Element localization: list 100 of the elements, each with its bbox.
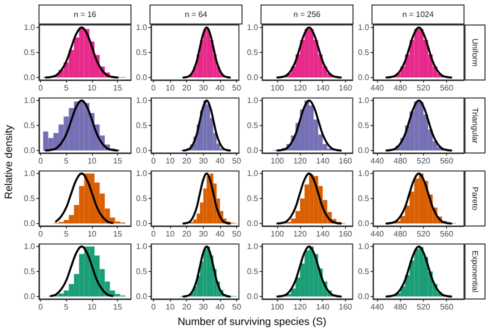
x-tick-label: 15 [113,84,123,92]
x-tick-label: 10 [166,84,176,92]
x-tick-label: 440 [370,84,384,92]
x-tick-label: 0 [151,230,156,238]
x-tick-label: 140 [316,230,330,238]
y-tick-label: 0.5 [246,267,259,276]
x-tick-label: 140 [316,84,330,92]
y-tick-label: 0.5 [136,194,148,203]
x-tick-label: 15 [113,156,123,166]
y-tick-label: 0.0 [24,146,36,155]
x-tick-label: 50 [232,156,242,166]
x-tick-label: 440 [370,302,384,312]
y-tick-label: 0.5 [358,194,370,203]
x-tick-label: 10 [166,230,176,238]
x-tick-label: 440 [370,156,384,166]
x-tick-label: 50 [232,84,242,92]
x-tick-label: 20 [182,156,192,166]
x-tick-label: 120 [293,156,308,166]
y-tick-label: 0.5 [358,267,370,276]
x-tick-label: 10 [87,156,97,166]
y-tick-label: 1.0 [24,23,36,32]
x-tick-label: 520 [416,230,431,238]
y-tick-label: 0.0 [136,292,148,301]
x-tick-label: 40 [216,230,225,238]
text: Exponential [470,250,480,293]
y-tick-label: 0.5 [136,48,148,57]
y-tick-label: 0.0 [358,292,370,301]
y-tick-label: 0.5 [136,121,148,130]
x-tick-label: 520 [416,302,431,312]
x-tick-label: 0 [38,230,44,238]
y-tick-label: 0.0 [24,219,36,228]
text: Pareto [470,186,480,211]
x-tick-label: 5 [64,84,70,92]
y-tick-label: 0.0 [24,292,36,301]
x-tick-label: 140 [316,302,330,312]
x-tick-label: 140 [316,156,330,166]
y-tick-label: 1.0 [358,242,370,251]
y-tick-label: 1.0 [246,23,259,32]
x-tick-label: 0 [38,302,44,312]
x-tick-label: 5 [64,230,70,238]
y-axis-title: Relative density [3,124,15,200]
y-tick-label: 1.0 [24,96,36,105]
y-tick-label: 1.0 [24,242,36,251]
x-tick-label: 50 [232,230,242,238]
x-tick-label: 0 [151,84,156,92]
x-tick-label: 560 [440,302,454,312]
x-tick-label: 30 [198,302,208,312]
y-tick-label: 1.0 [246,169,259,178]
y-tick-label: 0.5 [24,48,36,57]
x-tick-label: 10 [166,302,176,312]
x-tick-label: 440 [370,230,384,238]
x-tick-label: 30 [198,156,208,166]
y-tick-label: 1.0 [358,169,370,178]
x-tick-label: 10 [87,230,97,238]
y-tick-label: 0.0 [246,73,259,82]
chart-title: n = 64 [184,10,208,19]
x-tick-label: 0 [151,302,156,312]
y-tick-label: 0.0 [358,219,370,228]
text: Uniform [470,38,480,67]
chart-title: n = 256 [294,10,322,19]
x-tick-label: 160 [338,230,353,238]
y-tick-label: 0.0 [246,219,259,228]
x-tick-label: 100 [270,156,285,166]
x-tick-label: 15 [113,302,123,312]
x-tick-label: 480 [394,156,408,166]
y-tick-label: 0.5 [358,48,370,57]
text: Triangular [470,108,480,144]
x-tick-label: 50 [232,302,242,312]
y-tick-label: 0.0 [24,73,36,82]
x-tick-label: 100 [270,230,285,238]
x-tick-label: 0 [38,156,44,166]
x-tick-label: 560 [440,156,454,166]
x-tick-label: 160 [338,84,353,92]
x-tick-label: 40 [216,156,225,166]
x-tick-label: 120 [293,230,308,238]
x-axis-title: Number of surviving species (S) [178,316,326,328]
x-tick-label: 0 [38,84,44,92]
x-tick-label: 120 [293,84,308,92]
x-tick-label: 20 [182,302,192,312]
y-tick-label: 0.5 [358,121,370,130]
x-tick-label: 10 [166,156,176,166]
y-tick-label: 0.5 [246,194,259,203]
y-tick-label: 0.0 [358,146,370,155]
x-tick-label: 10 [87,84,97,92]
x-tick-label: 40 [216,84,225,92]
x-tick-label: 5 [64,302,70,312]
y-tick-label: 1.0 [246,242,259,251]
y-tick-label: 1.0 [136,96,148,105]
x-tick-label: 560 [440,84,454,92]
y-tick-label: 0.5 [24,194,36,203]
y-tick-label: 1.0 [136,23,148,32]
x-tick-label: 480 [394,84,408,92]
y-tick-label: 0.0 [358,73,370,82]
x-tick-label: 120 [293,302,308,312]
x-tick-label: 160 [338,302,353,312]
x-tick-label: 100 [270,84,285,92]
y-tick-label: 0.0 [246,146,259,155]
x-tick-label: 30 [198,84,208,92]
x-tick-label: 160 [338,156,353,166]
y-tick-label: 1.0 [358,96,370,105]
